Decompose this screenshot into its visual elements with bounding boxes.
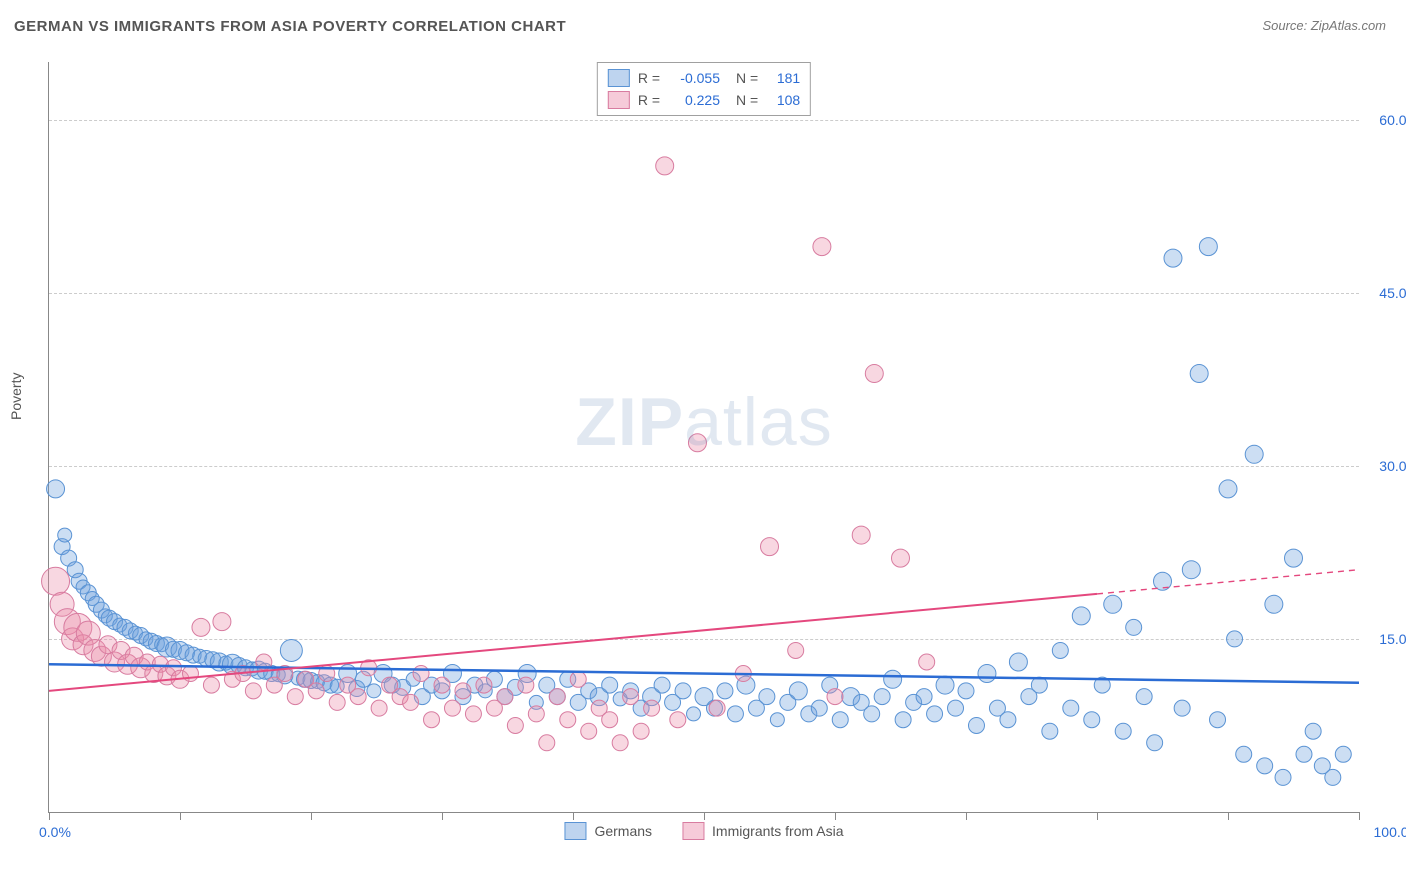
x-tick [180, 812, 181, 820]
legend-series-item: Immigrants from Asia [682, 822, 843, 840]
y-tick-label: 45.0% [1379, 285, 1406, 301]
n-value: 181 [766, 70, 800, 86]
x-tick [49, 812, 50, 820]
x-axis-max-label: 100.0% [1374, 824, 1406, 840]
y-tick-label: 60.0% [1379, 112, 1406, 128]
trend-line-dashed [1097, 570, 1359, 594]
x-tick [442, 812, 443, 820]
r-value: 0.225 [668, 92, 720, 108]
legend-series-item: Germans [564, 822, 652, 840]
plot-area: ZIPatlas 0.0% 100.0% R =-0.055N =181R =0… [48, 62, 1359, 813]
r-label: R = [638, 92, 660, 108]
r-value: -0.055 [668, 70, 720, 86]
chart-container: GERMAN VS IMMIGRANTS FROM ASIA POVERTY C… [0, 0, 1406, 892]
n-value: 108 [766, 92, 800, 108]
y-axis-label: Poverty [8, 373, 24, 420]
x-tick [1359, 812, 1360, 820]
x-axis-min-label: 0.0% [39, 824, 71, 840]
legend-swatch [682, 822, 704, 840]
y-tick-label: 30.0% [1379, 458, 1406, 474]
r-label: R = [638, 70, 660, 86]
legend-stats-row: R = -0.055 N = 181 [608, 67, 800, 89]
x-tick [966, 812, 967, 820]
x-tick [704, 812, 705, 820]
x-tick [835, 812, 836, 820]
legend-swatch [564, 822, 586, 840]
legend-stats: R = -0.055 N = 181 R = 0.225 N = 108 [597, 62, 811, 116]
x-tick [1228, 812, 1229, 820]
legend-series-label: Immigrants from Asia [712, 823, 843, 839]
legend-stats-row: R = 0.225 N = 108 [608, 89, 800, 111]
legend-series-label: Germans [594, 823, 652, 839]
trend-lines-layer [49, 62, 1359, 812]
x-tick [1097, 812, 1098, 820]
legend-swatch [608, 91, 630, 109]
chart-title: GERMAN VS IMMIGRANTS FROM ASIA POVERTY C… [14, 18, 566, 35]
source-label: Source: ZipAtlas.com [1262, 18, 1386, 33]
x-tick [573, 812, 574, 820]
legend-series: Germans Immigrants from Asia [564, 822, 843, 840]
x-tick [311, 812, 312, 820]
n-label: N = [736, 70, 758, 86]
y-tick-label: 15.0% [1379, 631, 1406, 647]
n-label: N = [736, 92, 758, 108]
legend-swatch [608, 69, 630, 87]
